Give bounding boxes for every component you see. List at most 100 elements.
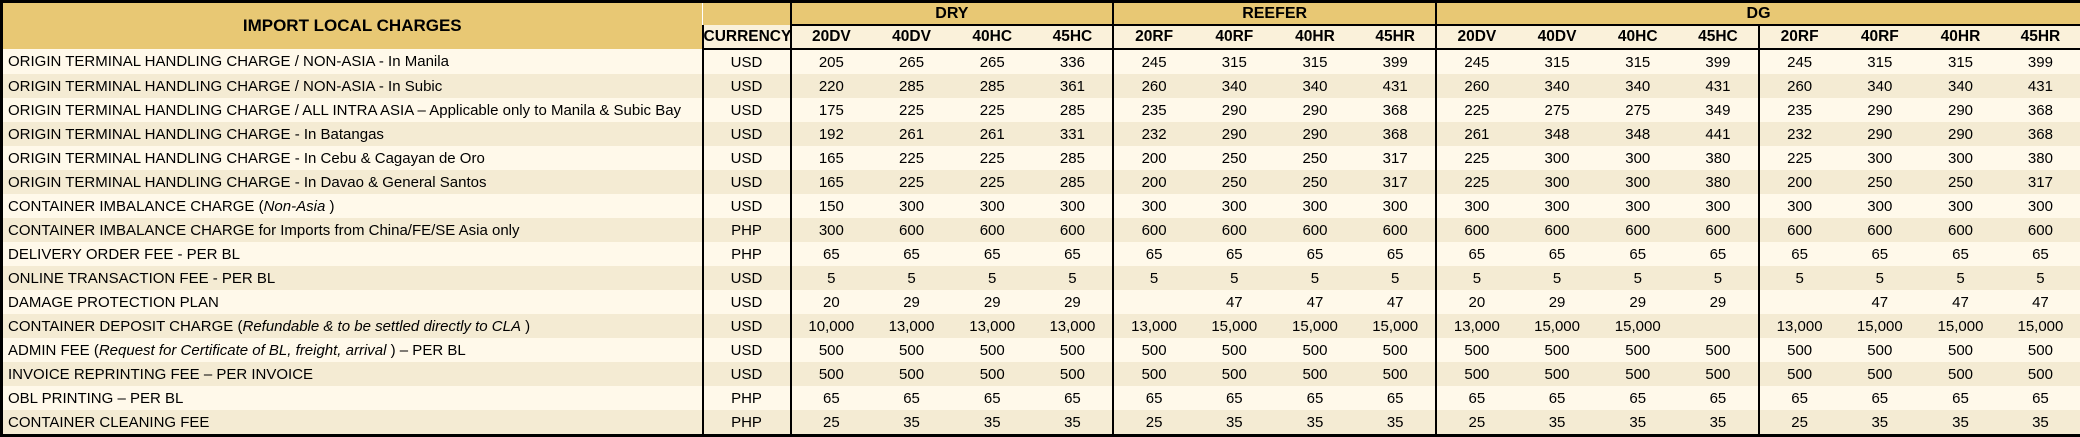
- value-cell: 35: [1517, 410, 1598, 436]
- value-cell: 340: [1839, 74, 1920, 98]
- column-header-dg-40hr: 40HR: [1920, 25, 2001, 49]
- value-cell: 261: [871, 122, 952, 146]
- column-header-dry-40hc: 40HC: [952, 25, 1033, 49]
- currency-cell: USD: [703, 146, 791, 170]
- charge-description-cell: ORIGIN TERMINAL HANDLING CHARGE - In Ceb…: [2, 146, 703, 170]
- value-cell: 317: [1355, 146, 1436, 170]
- value-cell: 431: [2001, 74, 2080, 98]
- value-cell: 340: [1517, 74, 1598, 98]
- value-cell: 600: [1839, 218, 1920, 242]
- charge-description-cell: OBL PRINTING – PER BL: [2, 386, 703, 410]
- value-cell: 300: [1597, 194, 1678, 218]
- value-cell: 300: [1759, 194, 1840, 218]
- value-cell: 65: [871, 242, 952, 266]
- value-cell: 500: [1517, 362, 1598, 386]
- charge-description-cell: CONTAINER DEPOSIT CHARGE (Refundable & t…: [2, 314, 703, 338]
- page-title: IMPORT LOCAL CHARGES: [2, 2, 703, 50]
- value-cell: 317: [1355, 170, 1436, 194]
- value-cell: 500: [2001, 338, 2080, 362]
- value-cell: 65: [1517, 242, 1598, 266]
- currency-cell: USD: [703, 49, 791, 74]
- value-cell: 361: [1033, 74, 1114, 98]
- charge-text: INVOICE REPRINTING FEE – PER INVOICE: [8, 366, 313, 383]
- value-cell: 600: [1113, 218, 1194, 242]
- value-cell: 200: [1759, 170, 1840, 194]
- column-header-dry-45hc: 45HC: [1033, 25, 1114, 49]
- value-cell: 65: [1759, 242, 1840, 266]
- value-cell: 47: [1839, 290, 1920, 314]
- value-cell: 600: [1920, 218, 2001, 242]
- column-header-dg-20dv: 20DV: [1436, 25, 1517, 49]
- charge-description-cell: ORIGIN TERMINAL HANDLING CHARGE / NON-AS…: [2, 49, 703, 74]
- value-cell: 500: [1355, 338, 1436, 362]
- value-cell: 600: [1275, 218, 1356, 242]
- value-cell: 65: [1597, 386, 1678, 410]
- value-cell: 340: [1597, 74, 1678, 98]
- value-cell: 35: [1678, 410, 1759, 436]
- column-header-dg-20rf: 20RF: [1759, 25, 1840, 49]
- currency-cell: USD: [703, 266, 791, 290]
- value-cell: 47: [1275, 290, 1356, 314]
- value-cell: 315: [1517, 49, 1598, 74]
- value-cell: 65: [1033, 242, 1114, 266]
- value-cell: 225: [1436, 146, 1517, 170]
- value-cell: 500: [1597, 338, 1678, 362]
- value-cell: 285: [952, 74, 1033, 98]
- value-cell: 245: [1436, 49, 1517, 74]
- value-cell: [1113, 290, 1194, 314]
- value-cell: 500: [1839, 338, 1920, 362]
- table-row: ORIGIN TERMINAL HANDLING CHARGE - In Ceb…: [2, 146, 2080, 170]
- value-cell: 245: [1759, 49, 1840, 74]
- value-cell: 65: [1436, 242, 1517, 266]
- currency-cell: USD: [703, 122, 791, 146]
- value-cell: 5: [1920, 266, 2001, 290]
- value-cell: 5: [1275, 266, 1356, 290]
- value-cell: 13,000: [1033, 314, 1114, 338]
- value-cell: 431: [1355, 74, 1436, 98]
- value-cell: 500: [1275, 338, 1356, 362]
- value-cell: 500: [2001, 362, 2080, 386]
- value-cell: 500: [1113, 338, 1194, 362]
- value-cell: 5: [1678, 266, 1759, 290]
- value-cell: 300: [1839, 194, 1920, 218]
- value-cell: 165: [791, 146, 872, 170]
- value-cell: 261: [952, 122, 1033, 146]
- value-cell: 600: [1436, 218, 1517, 242]
- value-cell: 300: [1436, 194, 1517, 218]
- value-cell: 261: [1436, 122, 1517, 146]
- value-cell: [1678, 314, 1759, 338]
- value-cell: 315: [1597, 49, 1678, 74]
- value-cell: 15,000: [1920, 314, 2001, 338]
- value-cell: 225: [1759, 146, 1840, 170]
- value-cell: 25: [791, 410, 872, 436]
- value-cell: 35: [1355, 410, 1436, 436]
- column-header-reefer-45hr: 45HR: [1355, 25, 1436, 49]
- value-cell: 15,000: [1194, 314, 1275, 338]
- value-cell: 5: [1194, 266, 1275, 290]
- value-cell: 65: [1355, 386, 1436, 410]
- charge-text: ORIGIN TERMINAL HANDLING CHARGE - In Bat…: [8, 126, 384, 143]
- value-cell: 290: [1194, 98, 1275, 122]
- value-cell: 47: [2001, 290, 2080, 314]
- value-cell: 290: [1275, 122, 1356, 146]
- value-cell: 5: [871, 266, 952, 290]
- charge-description-cell: ADMIN FEE (Request for Certificate of BL…: [2, 338, 703, 362]
- value-cell: 500: [1517, 338, 1598, 362]
- value-cell: 29: [952, 290, 1033, 314]
- column-header-dg-45hr: 45HR: [2001, 25, 2080, 49]
- value-cell: 315: [1275, 49, 1356, 74]
- value-cell: 65: [1194, 386, 1275, 410]
- column-header-dg-45hc: 45HC: [1678, 25, 1759, 49]
- value-cell: 600: [1759, 218, 1840, 242]
- value-cell: 368: [1355, 98, 1436, 122]
- charge-text: ORIGIN TERMINAL HANDLING CHARGE - In Dav…: [8, 174, 486, 191]
- value-cell: 431: [1678, 74, 1759, 98]
- value-cell: 349: [1678, 98, 1759, 122]
- value-cell: 600: [2001, 218, 2080, 242]
- value-cell: 15,000: [1355, 314, 1436, 338]
- value-cell: 13,000: [1113, 314, 1194, 338]
- value-cell: 29: [1597, 290, 1678, 314]
- value-cell: 13,000: [952, 314, 1033, 338]
- value-cell: 380: [1678, 146, 1759, 170]
